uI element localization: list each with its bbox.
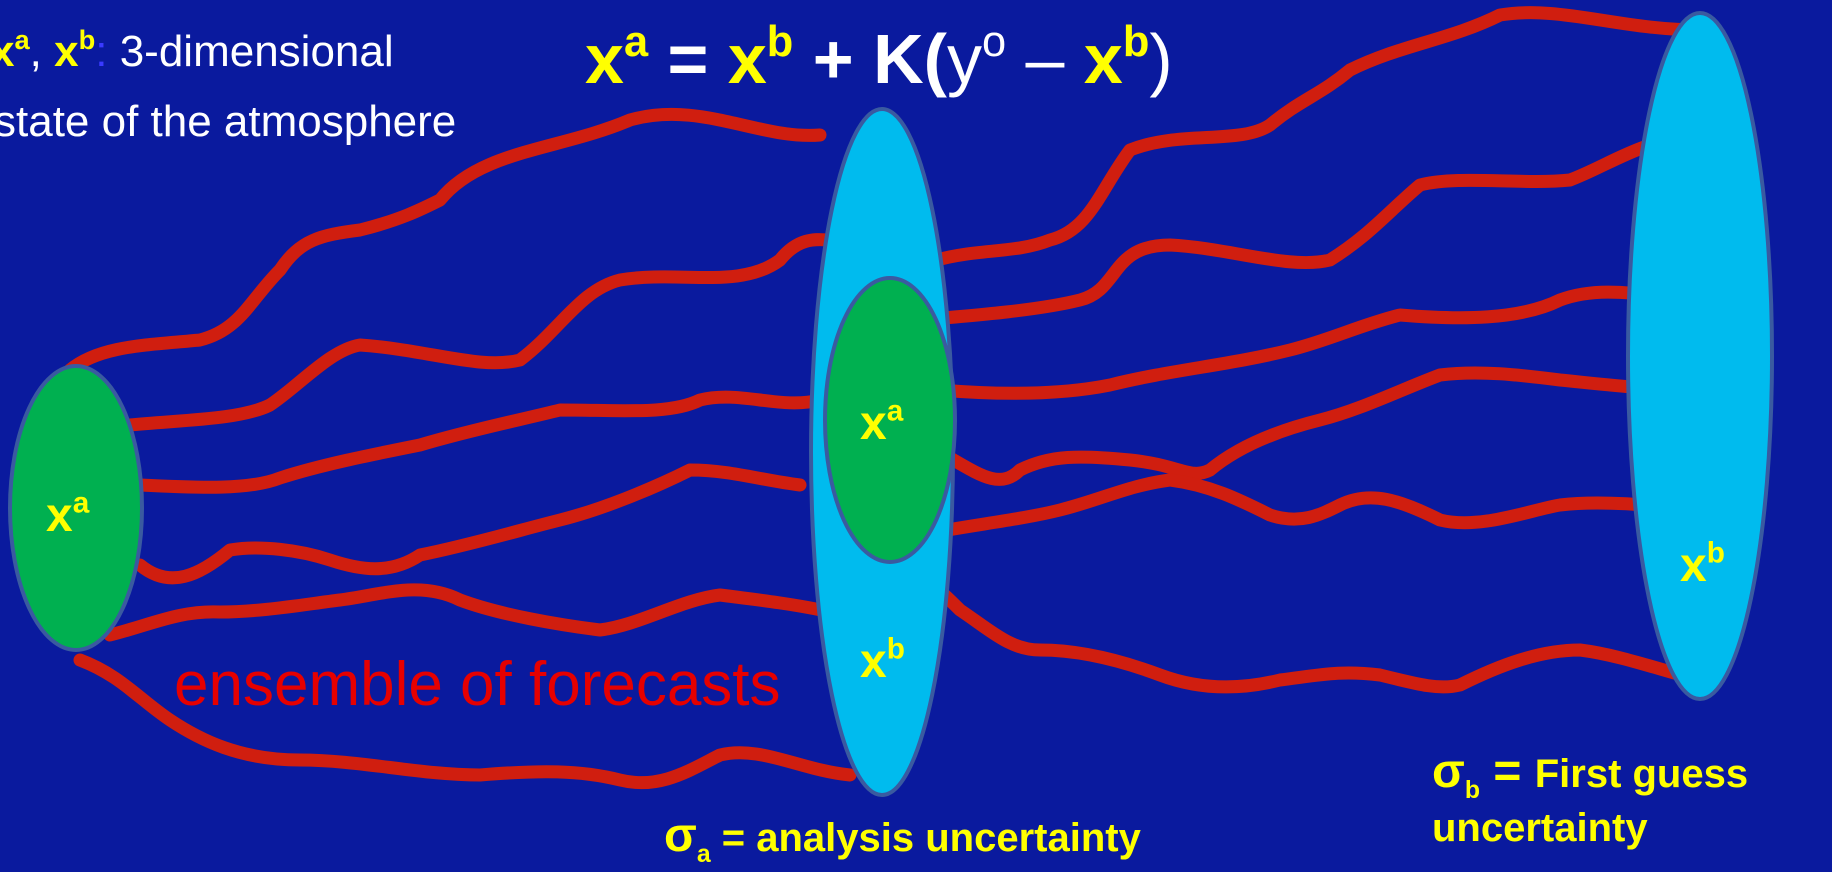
- forecast-line: [933, 285, 1707, 400]
- forecast-line: [123, 233, 837, 432]
- sigma-b-label-line1: σb = First guess: [1432, 745, 1749, 805]
- forecast-line: [73, 653, 857, 790]
- legend-text-line1: 3-dimensional: [107, 27, 394, 76]
- state-description-line2: state of the atmosphere: [0, 97, 457, 146]
- left-analysis-ellipse: [8, 364, 144, 652]
- right-background-ellipse: [1626, 11, 1774, 701]
- forecast-line: [913, 473, 1707, 542]
- forecast-line: [133, 463, 807, 585]
- legend-symbol-xb: xb: [54, 24, 96, 76]
- forecast-lines: [63, 6, 1707, 790]
- legend-symbol-xa: xa: [0, 24, 30, 76]
- legend-comma: ,: [29, 27, 55, 76]
- forecast-line: [873, 553, 1707, 694]
- left-analysis-label: xa: [46, 486, 90, 542]
- forecast-line: [938, 366, 1707, 486]
- analysis-equation: xa = xb + K(yo – xb): [585, 18, 1173, 98]
- sigma-a-label: σa = analysis uncertainty: [664, 809, 1141, 869]
- legend-colon: :: [95, 27, 108, 76]
- middle-analysis-label: xa: [860, 394, 904, 450]
- ensemble-label: ensemble of forecasts: [174, 650, 781, 719]
- forecast-line: [873, 6, 1707, 297]
- forecast-line: [133, 390, 827, 494]
- middle-background-label: xb: [860, 632, 905, 688]
- right-background-label: xb: [1680, 536, 1725, 592]
- sigma-b-label-line2: uncertainty: [1432, 806, 1648, 850]
- forecast-line: [63, 107, 827, 377]
- state-description-line1: xa, xb: 3-dimensional: [0, 24, 394, 76]
- forecast-line: [103, 583, 837, 642]
- middle-analysis-ellipse: [823, 276, 957, 564]
- forecast-line: [913, 128, 1707, 327]
